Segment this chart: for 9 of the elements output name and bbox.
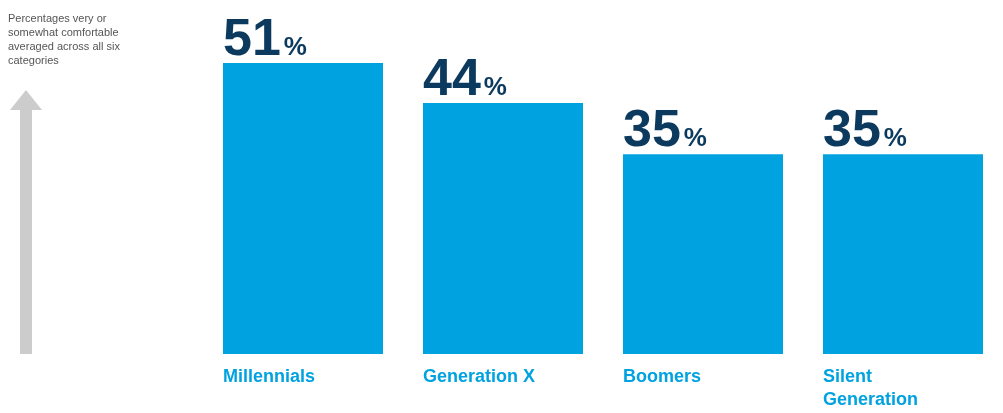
x-tick-label: Silent Generation (823, 365, 919, 409)
x-tick-label: Generation X (423, 365, 536, 386)
text: Percentages very or somewhat comfortable averaged across all six categories (8, 11, 121, 67)
data-label: 44% (423, 47, 507, 106)
x-tick-label: Boomers (623, 365, 702, 386)
data-label: 51% (223, 8, 307, 66)
x-tick-label: Millennials (223, 365, 316, 386)
data-label: 35% (823, 99, 907, 158)
data-label: 35% (623, 99, 707, 158)
